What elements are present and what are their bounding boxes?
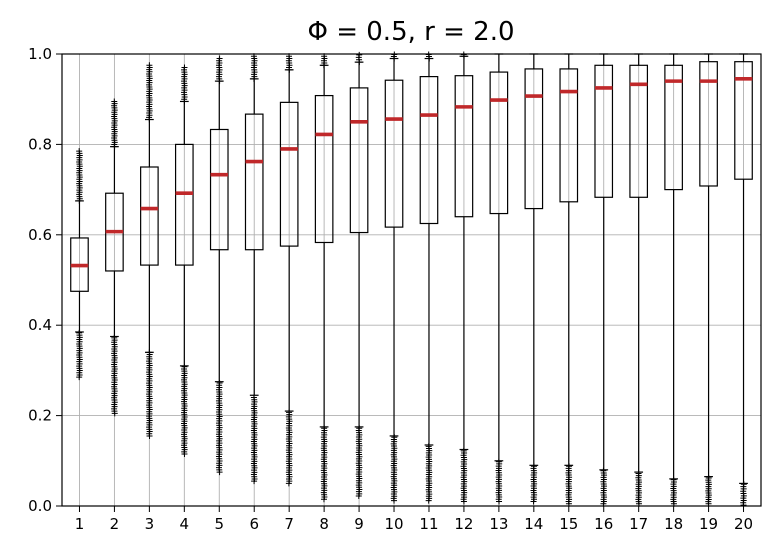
box-16 [594, 53, 614, 507]
box-15 [559, 53, 579, 507]
box-body [279, 101, 299, 247]
flier-low [251, 478, 258, 485]
box-body [314, 94, 334, 244]
x-tick-label: 5 [215, 515, 225, 533]
box-8 [314, 53, 334, 503]
flier-high [216, 78, 223, 85]
flier-high [320, 62, 327, 69]
x-tick-label: 3 [145, 515, 155, 533]
x-tick-label: 6 [249, 515, 259, 533]
y-tick-label: 0.6 [28, 226, 52, 244]
flier-low [355, 493, 362, 500]
box-17 [629, 53, 649, 507]
flier-low [530, 498, 537, 505]
x-tick-label: 12 [454, 515, 473, 533]
flier-high [356, 59, 363, 66]
flier-low [425, 497, 432, 504]
x-tick-label: 14 [524, 515, 543, 533]
box-body [664, 64, 683, 191]
x-tick-label: 16 [594, 515, 613, 533]
box-5 [209, 55, 229, 476]
flier-low [285, 480, 292, 487]
box-body [629, 64, 649, 198]
box-body [209, 128, 229, 251]
box-6 [244, 53, 264, 485]
x-tick-label: 18 [664, 515, 683, 533]
box-body [174, 143, 194, 266]
x-axis: 1 2 3 4 5 6 7 8 9 10 11 12 13 14 15 16 17 18 19 20 [75, 506, 753, 533]
flier-high [146, 116, 153, 123]
box-body [734, 61, 753, 180]
box-body [349, 87, 369, 234]
plot-frame [61, 53, 762, 507]
x-tick-label: 13 [489, 515, 508, 533]
y-axis: 0.0 0.2 0.4 0.6 0.8 1.0 [28, 45, 62, 515]
box-20 [734, 53, 753, 509]
flier-high [426, 55, 433, 62]
flier-high [286, 66, 293, 73]
box-body [384, 79, 404, 228]
x-tick-label: 17 [629, 515, 648, 533]
flier-high [181, 98, 188, 105]
y-tick-label: 0.2 [28, 407, 52, 425]
x-tick-label: 4 [180, 515, 190, 533]
flier-high [76, 197, 83, 204]
y-tick-label: 0.8 [28, 135, 52, 153]
x-tick-label: 9 [354, 515, 364, 533]
box-13 [489, 53, 509, 505]
box-2 [105, 98, 124, 417]
box-body [699, 61, 718, 187]
flier-high [250, 75, 257, 82]
x-tick-label: 19 [699, 515, 718, 533]
y-tick-label: 0.4 [28, 316, 52, 334]
box-body [559, 68, 579, 203]
x-tick-label: 15 [559, 515, 578, 533]
chart-title: Φ = 0.5, r = 2.0 [307, 17, 514, 47]
box-12 [454, 51, 474, 505]
flier-low [320, 496, 327, 503]
box-body [244, 113, 264, 251]
x-tick-label: 7 [284, 515, 294, 533]
flier-high [111, 143, 118, 150]
flier-low [496, 498, 503, 505]
flier-low [146, 432, 153, 439]
box-body [594, 64, 614, 198]
y-tick-label: 0.0 [28, 497, 52, 515]
flier-high [391, 55, 398, 62]
box-body [489, 71, 509, 215]
box-9 [349, 51, 369, 500]
box-body [140, 166, 159, 266]
box-7 [279, 53, 299, 487]
x-tick-label: 2 [110, 515, 120, 533]
box-10 [384, 51, 404, 504]
box-body [524, 68, 544, 210]
y-tick-label: 1.0 [28, 45, 52, 63]
flier-low [111, 410, 118, 417]
box-3 [140, 62, 159, 439]
x-tick-label: 11 [419, 515, 438, 533]
box-1 [70, 148, 89, 381]
boxes-layer [70, 51, 753, 509]
x-tick-label: 20 [734, 515, 753, 533]
flier-low [76, 374, 83, 381]
flier-low [391, 497, 398, 504]
box-4 [174, 64, 194, 458]
flier-low [181, 451, 188, 458]
x-tick-label: 8 [319, 515, 329, 533]
box-body [419, 75, 439, 225]
box-body [454, 75, 474, 218]
flier-low [460, 498, 467, 505]
box-14 [524, 53, 544, 505]
x-tick-label: 10 [384, 515, 403, 533]
x-tick-label: 1 [75, 515, 85, 533]
flier-low [216, 469, 223, 476]
